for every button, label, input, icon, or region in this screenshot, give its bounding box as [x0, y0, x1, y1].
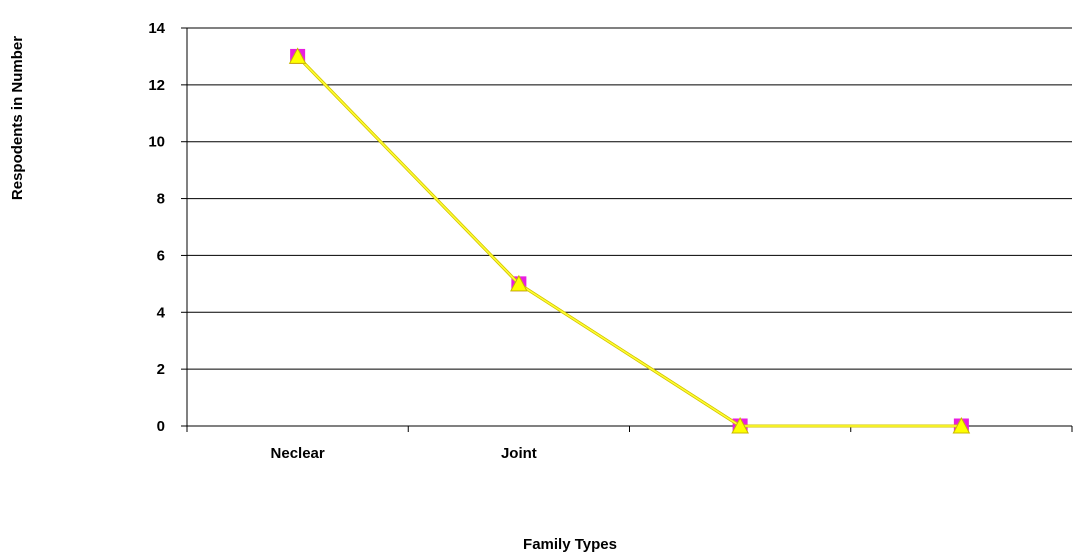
data-point-triangle	[288, 47, 307, 64]
gridlines	[187, 27, 1072, 370]
y-tick-label: 0	[157, 418, 165, 435]
x-tick-label: Joint	[501, 445, 537, 462]
x-axis-title: Family Types	[523, 536, 617, 553]
series-layer	[288, 47, 971, 434]
data-point-triangle	[952, 416, 971, 434]
series-line	[296, 55, 962, 428]
axes	[181, 27, 1073, 432]
data-point-triangle	[731, 416, 749, 434]
series-line-highlight	[297, 55, 962, 427]
x-tick-label: Neclear	[271, 445, 325, 462]
x-tick-labels: Neclear Joint	[271, 445, 537, 462]
y-tick-label: 4	[157, 304, 166, 321]
data-point-triangle	[510, 274, 528, 292]
y-tick-label: 2	[157, 361, 165, 378]
y-tick-labels: 0 2 4 6 8 10 12 14	[148, 20, 165, 435]
y-tick-label: 8	[157, 191, 165, 208]
series-line	[296, 55, 962, 428]
series-1	[290, 48, 969, 434]
y-tick-label: 12	[148, 77, 165, 94]
y-tick-label: 6	[157, 247, 165, 264]
y-tick-label: 10	[148, 134, 165, 151]
series-2	[288, 47, 971, 434]
series-line-highlight	[297, 55, 962, 427]
y-axis-title: Respodents in Number	[9, 36, 26, 200]
y-tick-label: 14	[148, 20, 165, 37]
